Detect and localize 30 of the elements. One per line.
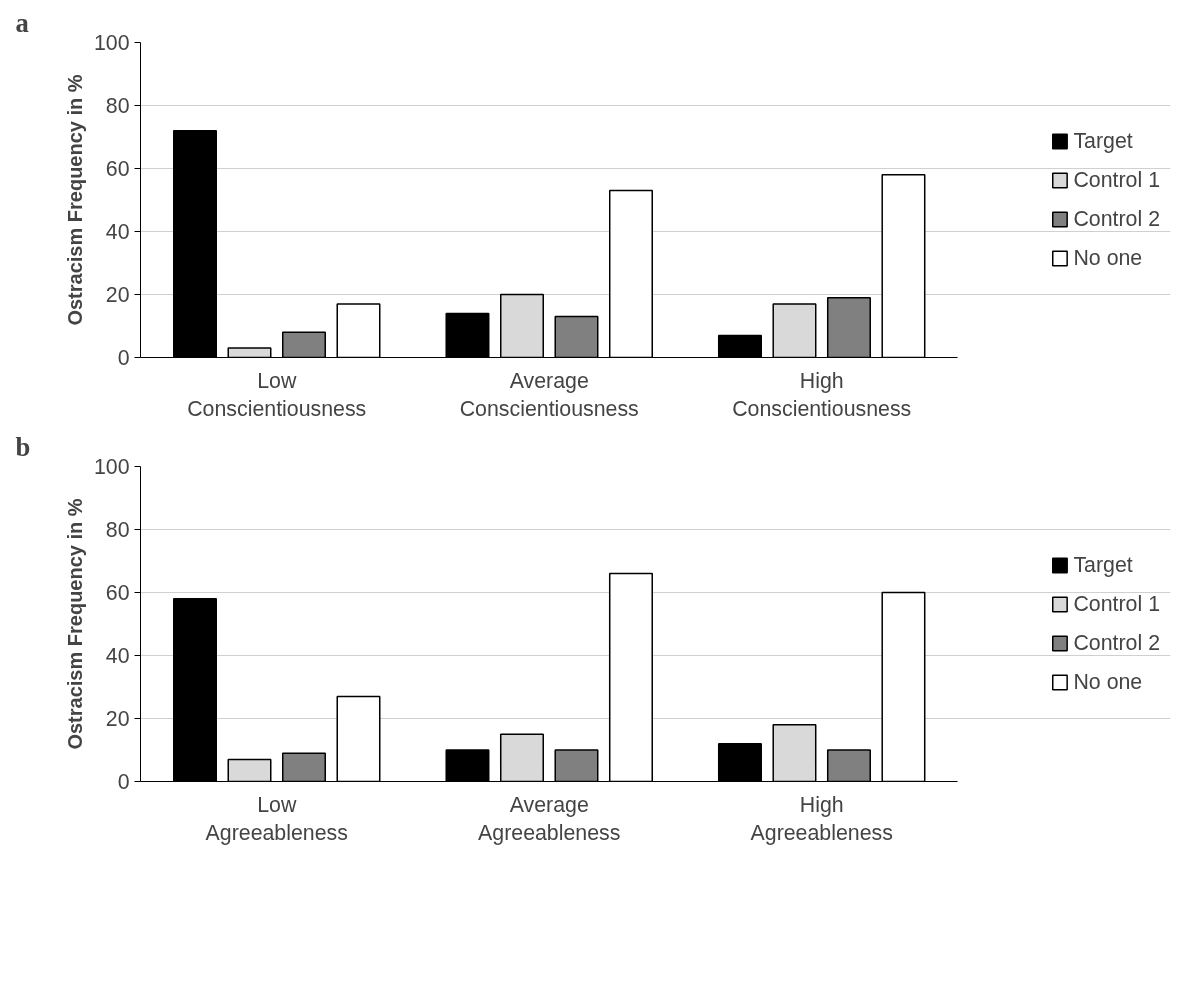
y-tick-label: 40: [105, 220, 130, 244]
x-tick-label: High Conscientiousness: [732, 368, 912, 422]
legend-label: Control 2: [1073, 630, 1160, 656]
y-axis-title: Ostracism Frequency in %: [63, 498, 86, 750]
x-tick-label: Average Agreeableness: [478, 792, 621, 846]
y-tick-label: 60: [105, 157, 130, 181]
x-tick-label: Low Agreeableness: [205, 792, 348, 846]
y-tick-label: 100: [93, 455, 130, 479]
y-tick-label: 0: [117, 770, 130, 794]
y-axis-title: Ostracism Frequency in %: [63, 74, 86, 326]
y-tick-label: 100: [93, 31, 130, 55]
legend-label: No one: [1073, 669, 1143, 695]
y-tick-label: 20: [105, 283, 130, 307]
y-tick-label: 20: [105, 707, 130, 731]
chart-title: a: [15, 7, 29, 38]
legend-label: Control 1: [1073, 167, 1160, 193]
x-tick-label: Low Conscientiousness: [187, 368, 367, 422]
x-tick-label: High Agreeableness: [750, 792, 893, 846]
legend-label: No one: [1073, 245, 1143, 271]
y-tick-label: 40: [105, 644, 130, 668]
legend-label: Control 2: [1073, 206, 1160, 232]
x-tick-label: Average Conscientiousness: [459, 368, 639, 422]
y-tick-label: 60: [105, 581, 130, 605]
y-tick-label: 80: [105, 518, 130, 542]
y-tick-label: 0: [117, 346, 130, 370]
legend-label: Target: [1073, 128, 1133, 154]
chart-title: b: [15, 431, 31, 462]
y-tick-label: 80: [105, 94, 130, 118]
legend-label: Control 1: [1073, 591, 1160, 617]
legend-label: Target: [1073, 552, 1133, 578]
